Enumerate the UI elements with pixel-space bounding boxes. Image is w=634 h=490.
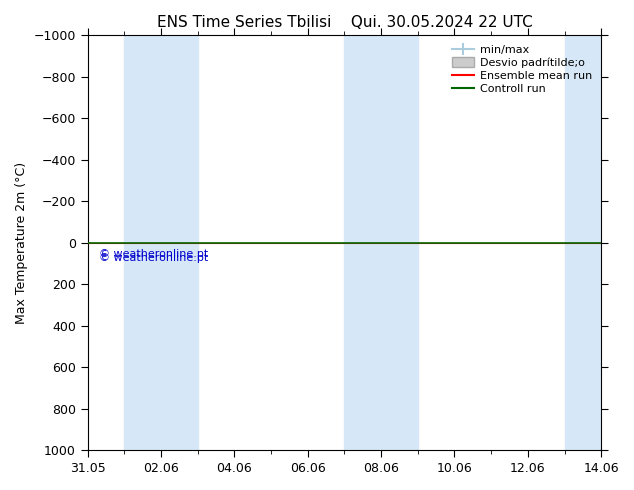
Y-axis label: Max Temperature 2m (°C): Max Temperature 2m (°C)	[15, 162, 28, 324]
Title: ENS Time Series Tbilisi    Qui. 30.05.2024 22 UTC: ENS Time Series Tbilisi Qui. 30.05.2024 …	[157, 15, 533, 30]
Legend: min/max, Desvio padrítilde;o, Ensemble mean run, Controll run: min/max, Desvio padrítilde;o, Ensemble m…	[449, 41, 595, 98]
Text: © weatheronline.pt: © weatheronline.pt	[99, 253, 208, 263]
Bar	[564, 35, 634, 450]
Bar	[344, 35, 418, 450]
Bar	[124, 35, 198, 450]
Text: © weatheronline.pt: © weatheronline.pt	[99, 249, 208, 259]
